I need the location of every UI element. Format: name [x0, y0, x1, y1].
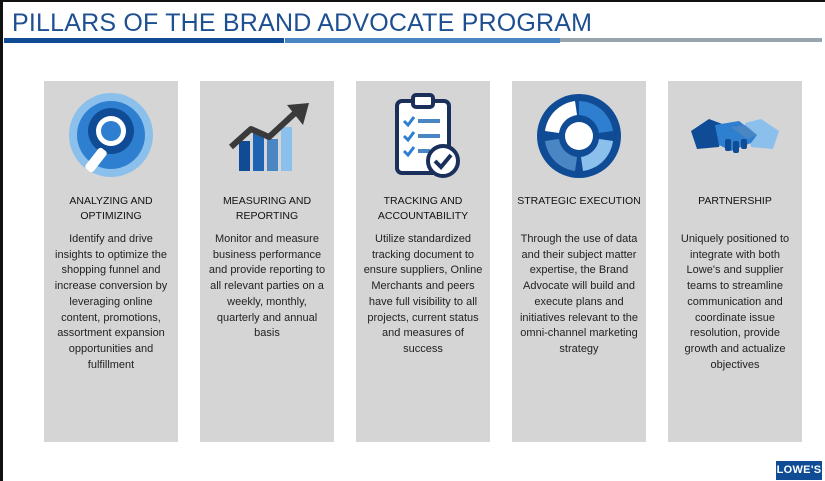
pillar-description: Identify and drive insights to optimize …	[54, 233, 168, 371]
pillar-description: Through the use of data and their subjec…	[519, 233, 638, 355]
pillar-heading: STRATEGIC EXECUTION	[517, 195, 641, 207]
slide-title: PILLARS OF THE BRAND ADVOCATE PROGRAM	[12, 9, 593, 37]
pillar-description: Monitor and measure business performance…	[208, 233, 326, 340]
growth-chart-icon	[228, 103, 309, 171]
pillar-card-measuring: MEASURING AND REPORTING Monitor and meas…	[200, 81, 334, 442]
magnifier-icon	[69, 93, 153, 177]
pillar-heading: TRACKING AND ACCOUNTABILITY	[377, 195, 469, 222]
cycle-arrows-icon	[537, 94, 621, 178]
title-underline-light	[285, 38, 560, 43]
pillar-card-tracking: TRACKING AND ACCOUNTABILITY Utilize stan…	[356, 81, 490, 442]
pillar-card-strategic: STRATEGIC EXECUTION Through the use of d…	[512, 81, 646, 442]
pillar-description: Uniquely positioned to integrate with bo…	[680, 233, 790, 371]
pillar-card-analyzing: ANALYZING AND OPTIMIZING Identify and dr…	[44, 81, 178, 442]
pillar-card-partnership: PARTNERSHIP Uniquely positioned to integ…	[668, 81, 802, 442]
title-underline-dark	[4, 38, 284, 43]
slide-left-border	[0, 0, 3, 481]
pillar-heading: MEASURING AND REPORTING	[222, 195, 312, 222]
pillar-heading: ANALYZING AND OPTIMIZING	[69, 195, 153, 222]
slide-top-border	[0, 0, 825, 2]
title-underline-gray	[560, 38, 822, 42]
pillar-heading: PARTNERSHIP	[698, 195, 772, 207]
pillar-description: Utilize standardized tracking document t…	[363, 233, 483, 355]
lowes-logo: LOWE'S	[776, 461, 822, 480]
clipboard-checklist-icon	[395, 93, 460, 178]
handshake-icon	[691, 119, 779, 153]
